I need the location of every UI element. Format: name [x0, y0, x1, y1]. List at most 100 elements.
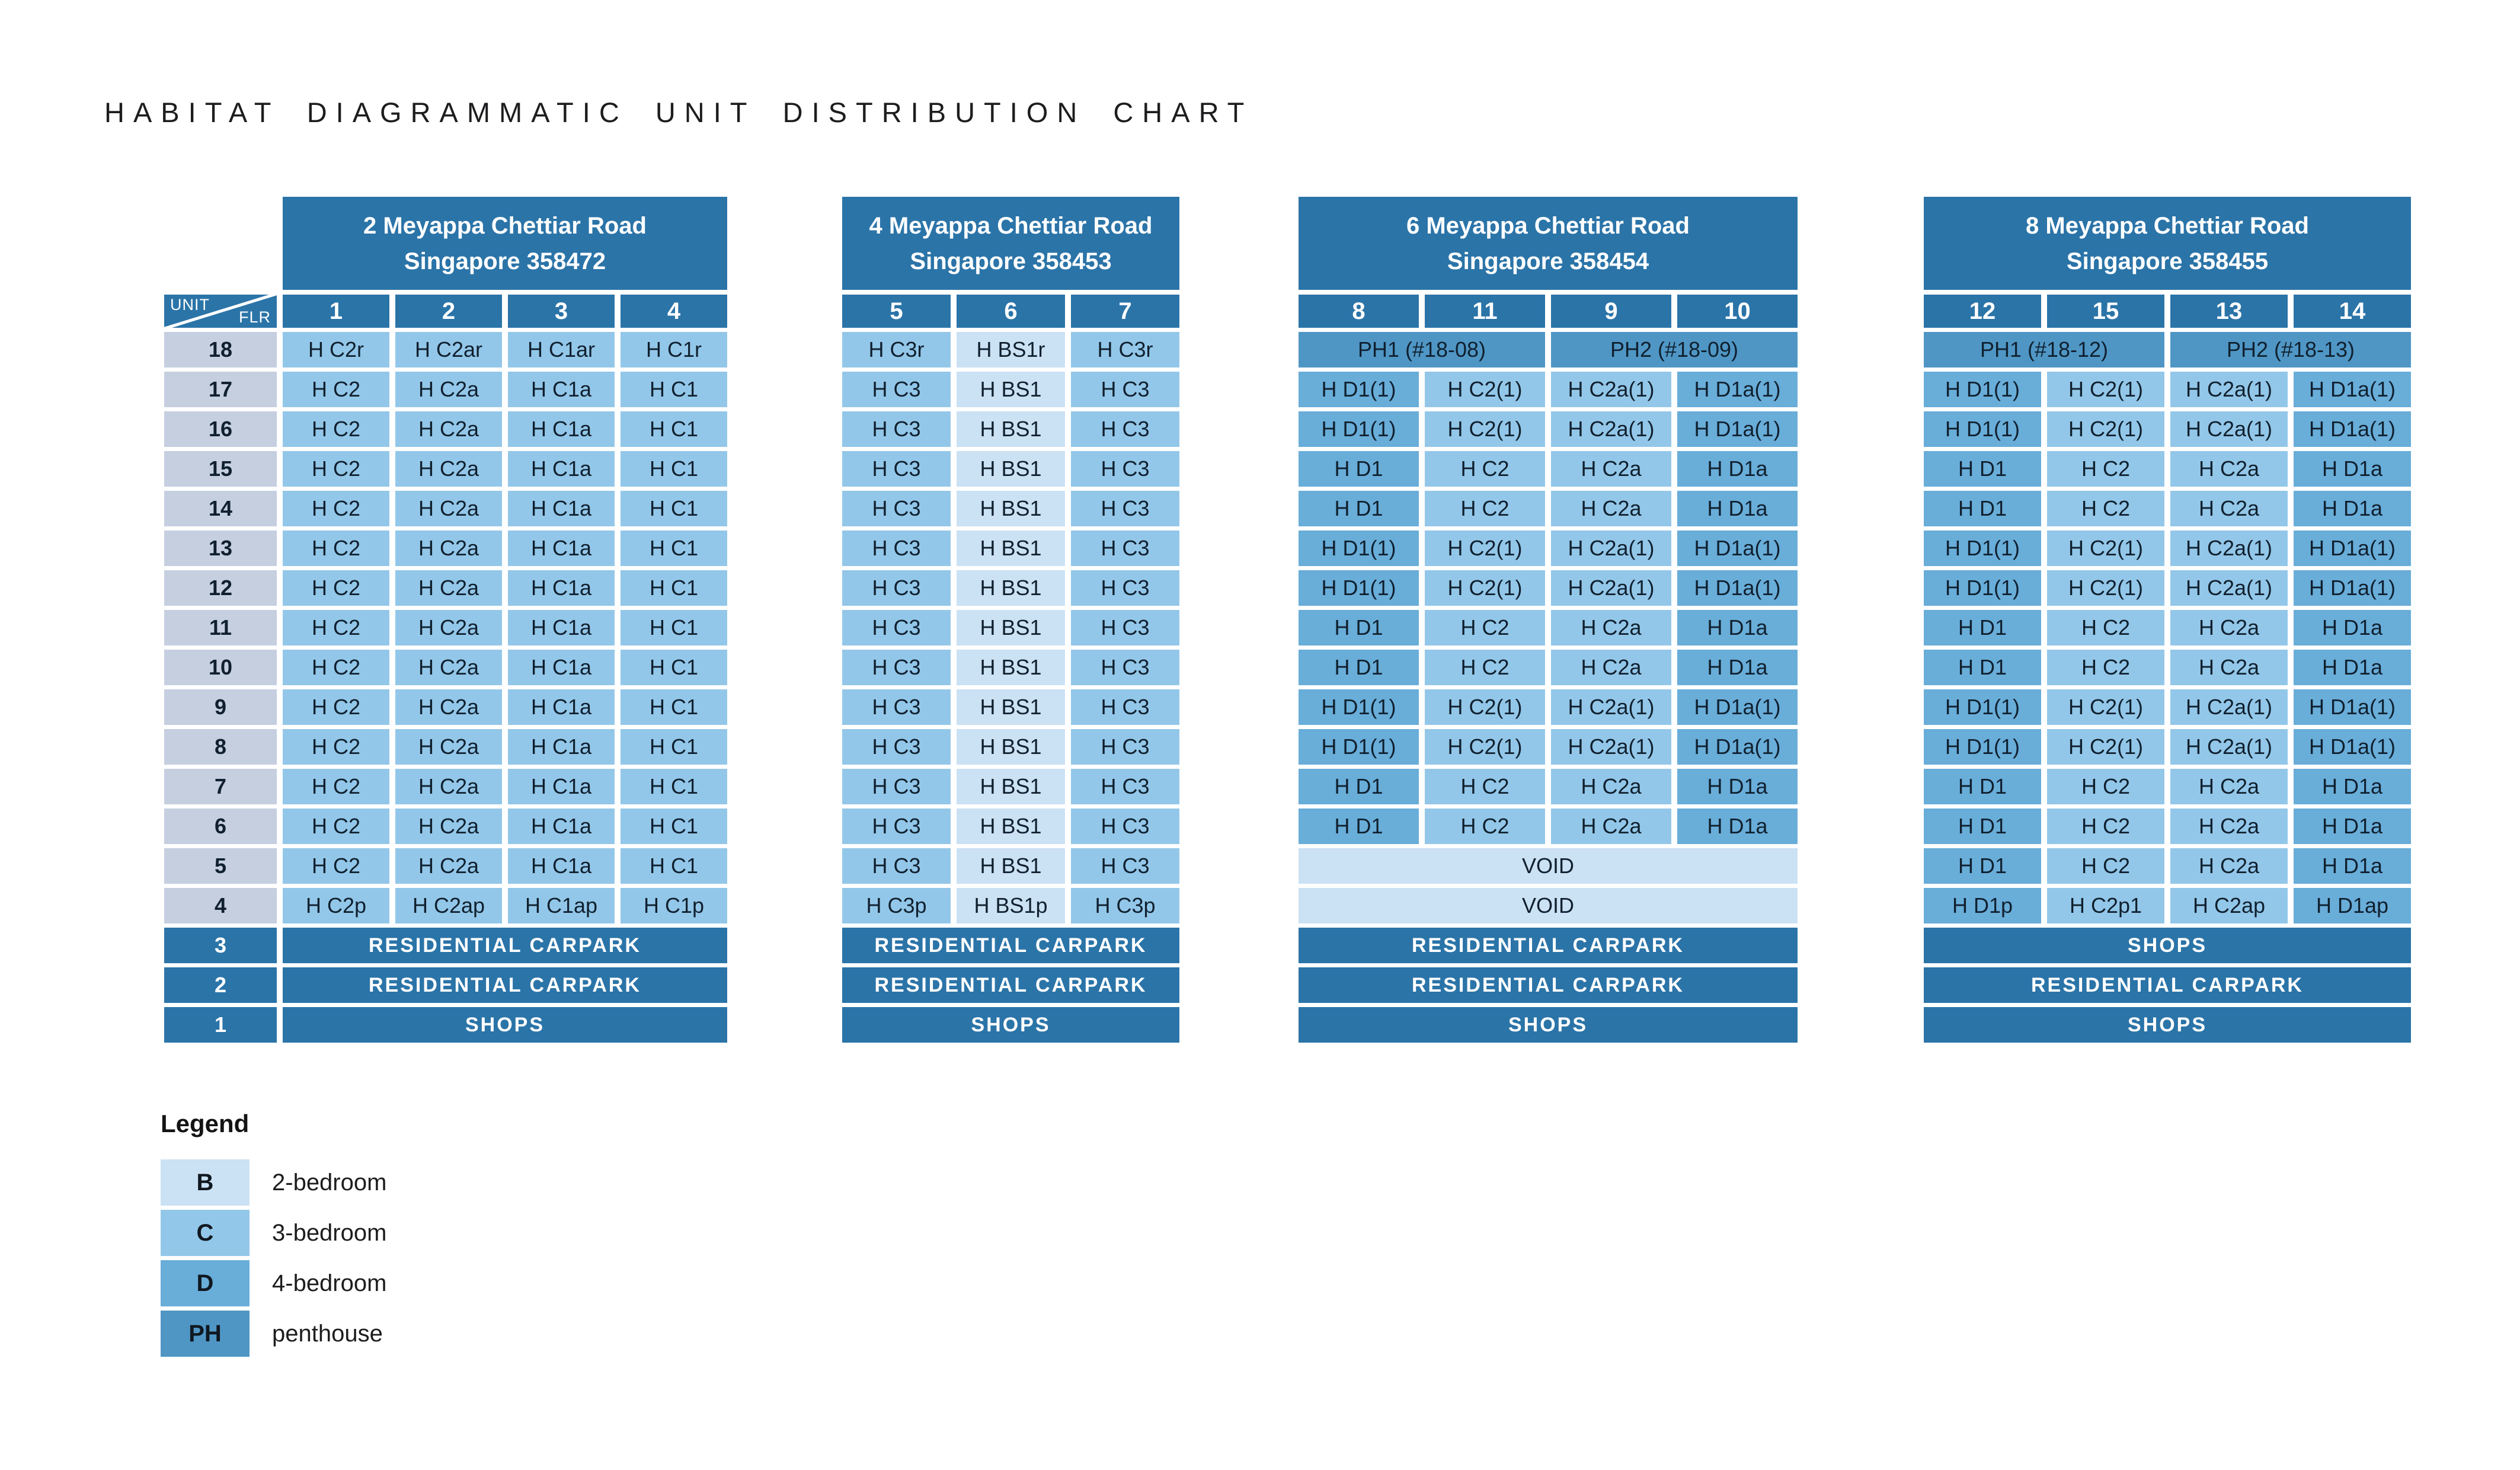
building-header: 8 Meyappa Chettiar Road Singapore 358455	[1924, 197, 2411, 290]
unit-cell: H C2a	[395, 729, 502, 765]
unit-cell: H C3	[842, 769, 951, 804]
void-cell: VOID	[1299, 888, 1798, 923]
unit-cell: H C2a(1)	[1551, 531, 1671, 566]
unit-cell: H D1a(1)	[2294, 729, 2411, 765]
unit-cell: H D1a(1)	[1677, 729, 1798, 765]
floor-row: H D1(1) H C2(1) H C2a(1) H D1a(1)	[1299, 689, 1798, 725]
floor-cell: 1	[164, 1007, 277, 1043]
unit-cell: H C1	[621, 848, 727, 884]
unit-cell: H C1ap	[508, 888, 615, 923]
building-1: 2 Meyappa Chettiar Road Singapore 358472 U…	[164, 197, 727, 1047]
unit-cell: H C2a	[395, 808, 502, 844]
unit-cell: H C1a	[508, 848, 615, 884]
page-title: HABITAT DIAGRAMMATIC UNIT DISTRIBUTION C…	[104, 97, 1253, 128]
floor-cell: 7	[164, 769, 277, 804]
band-cell: RESIDENTIAL CARPARK	[842, 928, 1179, 963]
floor-row: H D1(1) H C2(1) H C2a(1) H D1a(1)	[1924, 531, 2411, 566]
floor-row: SHOPS	[1924, 1007, 2411, 1043]
building-address-line-1: 4 Meyappa Chettiar Road	[869, 212, 1153, 239]
unit-cell: H C2r	[283, 332, 389, 368]
floor-row: H C3 H BS1 H C3	[842, 808, 1179, 844]
unit-cell: H C2	[283, 689, 389, 725]
building-4: 8 Meyappa Chettiar Road Singapore 358455 1…	[1924, 197, 2411, 1047]
legend-item-4-bedroom: D 4-bedroom	[161, 1260, 386, 1306]
floor-row: H C3 H BS1 H C3	[842, 372, 1179, 407]
unit-cell: H C3	[1071, 729, 1179, 765]
unit-cell: H C2a(1)	[2170, 570, 2288, 606]
unit-cell: H C2	[2047, 769, 2164, 804]
unit-cell: H C2a(1)	[1551, 372, 1671, 407]
unit-cell: H D1a	[1677, 650, 1798, 685]
unit-cell: H C1a	[508, 808, 615, 844]
legend-swatch-3-bedroom: C	[161, 1210, 250, 1256]
unit-cell: H C2ap	[2170, 888, 2288, 923]
unit-cell: H C1	[621, 689, 727, 725]
unit-cell: H C1	[621, 650, 727, 685]
unit-cell: H D1a	[2294, 451, 2411, 487]
band-cell: SHOPS	[842, 1007, 1179, 1043]
unit-cell: H D1a	[1677, 451, 1798, 487]
unit-cell: H D1(1)	[1299, 411, 1419, 447]
unit-cell: H C3	[1071, 570, 1179, 606]
unit-cell: H D1	[1924, 769, 2041, 804]
building-address-line-1: 2 Meyappa Chettiar Road	[363, 212, 647, 239]
unit-cell: H BS1	[957, 610, 1065, 645]
unit-cell: H C2	[2047, 848, 2164, 884]
floor-row: H C3 H BS1 H C3	[842, 729, 1179, 765]
unit-cell: H C2(1)	[1425, 531, 1545, 566]
floor-row: H C3 H BS1 H C3	[842, 769, 1179, 804]
unit-cell: H D1(1)	[1924, 570, 2041, 606]
unit-cell: H D1(1)	[1924, 729, 2041, 765]
unit-cell: H C2a	[1551, 650, 1671, 685]
unit-cell: H BS1p	[957, 888, 1065, 923]
unit-cell: H C3	[1071, 650, 1179, 685]
unit-cell: H C2	[1425, 451, 1545, 487]
unit-cell: H C2(1)	[1425, 689, 1545, 725]
stack-header: 11	[1425, 295, 1545, 328]
unit-cell: H C2a	[2170, 451, 2288, 487]
floor-row: H D1 H C2 H C2a H D1a	[1299, 451, 1798, 487]
floor-row: H D1(1) H C2(1) H C2a(1) H D1a(1)	[1299, 531, 1798, 566]
unit-cell: H C2a	[1551, 451, 1671, 487]
unit-cell: H D1a	[1677, 808, 1798, 844]
unit-cell: H D1	[1299, 491, 1419, 526]
building-address-line-2: Singapore 358454	[1447, 248, 1649, 274]
unit-cell: H C1a	[508, 570, 615, 606]
unit-cell: H C2(1)	[1425, 411, 1545, 447]
unit-cell: H D1a(1)	[1677, 570, 1798, 606]
floor-row: H D1(1) H C2(1) H C2a(1) H D1a(1)	[1924, 372, 2411, 407]
floor-row: H D1 H C2 H C2a H D1a	[1299, 650, 1798, 685]
unit-cell: H D1	[1924, 491, 2041, 526]
floor-row: H C3 H BS1 H C3	[842, 531, 1179, 566]
floor-row: H D1 H C2 H C2a H D1a	[1299, 769, 1798, 804]
unit-cell: H C1a	[508, 491, 615, 526]
unit-cell: H C3	[1071, 848, 1179, 884]
legend-item-penthouse: PH penthouse	[161, 1311, 386, 1357]
unit-cell: H BS1	[957, 769, 1065, 804]
unit-cell: H D1a	[2294, 808, 2411, 844]
unit-cell: H BS1	[957, 650, 1065, 685]
floor-row: H C3 H BS1 H C3	[842, 650, 1179, 685]
unit-cell: H C2	[1425, 650, 1545, 685]
floor-row: H C3 H BS1 H C3	[842, 848, 1179, 884]
floor-row: 3 RESIDENTIAL CARPARK	[164, 928, 727, 963]
unit-cell: H BS1	[957, 411, 1065, 447]
unit-cell: H C2a	[2170, 808, 2288, 844]
unit-cell: H D1(1)	[1299, 570, 1419, 606]
unit-cell: H D1a(1)	[1677, 531, 1798, 566]
unit-cell: H C1a	[508, 650, 615, 685]
floor-row: H D1 H C2 H C2a H D1a	[1924, 769, 2411, 804]
unit-cell: H BS1	[957, 848, 1065, 884]
unit-cell: H C2	[283, 808, 389, 844]
unit-cell: H D1	[1299, 650, 1419, 685]
floor-row: H D1 H C2 H C2a H D1a	[1299, 491, 1798, 526]
unit-cell: H C2a	[1551, 808, 1671, 844]
unit-cell: H C3	[1071, 808, 1179, 844]
unit-cell: H C1a	[508, 411, 615, 447]
unit-cell: H C2a	[395, 769, 502, 804]
unit-cell: H D1	[1299, 451, 1419, 487]
unit-cell: H D1a(1)	[1677, 372, 1798, 407]
